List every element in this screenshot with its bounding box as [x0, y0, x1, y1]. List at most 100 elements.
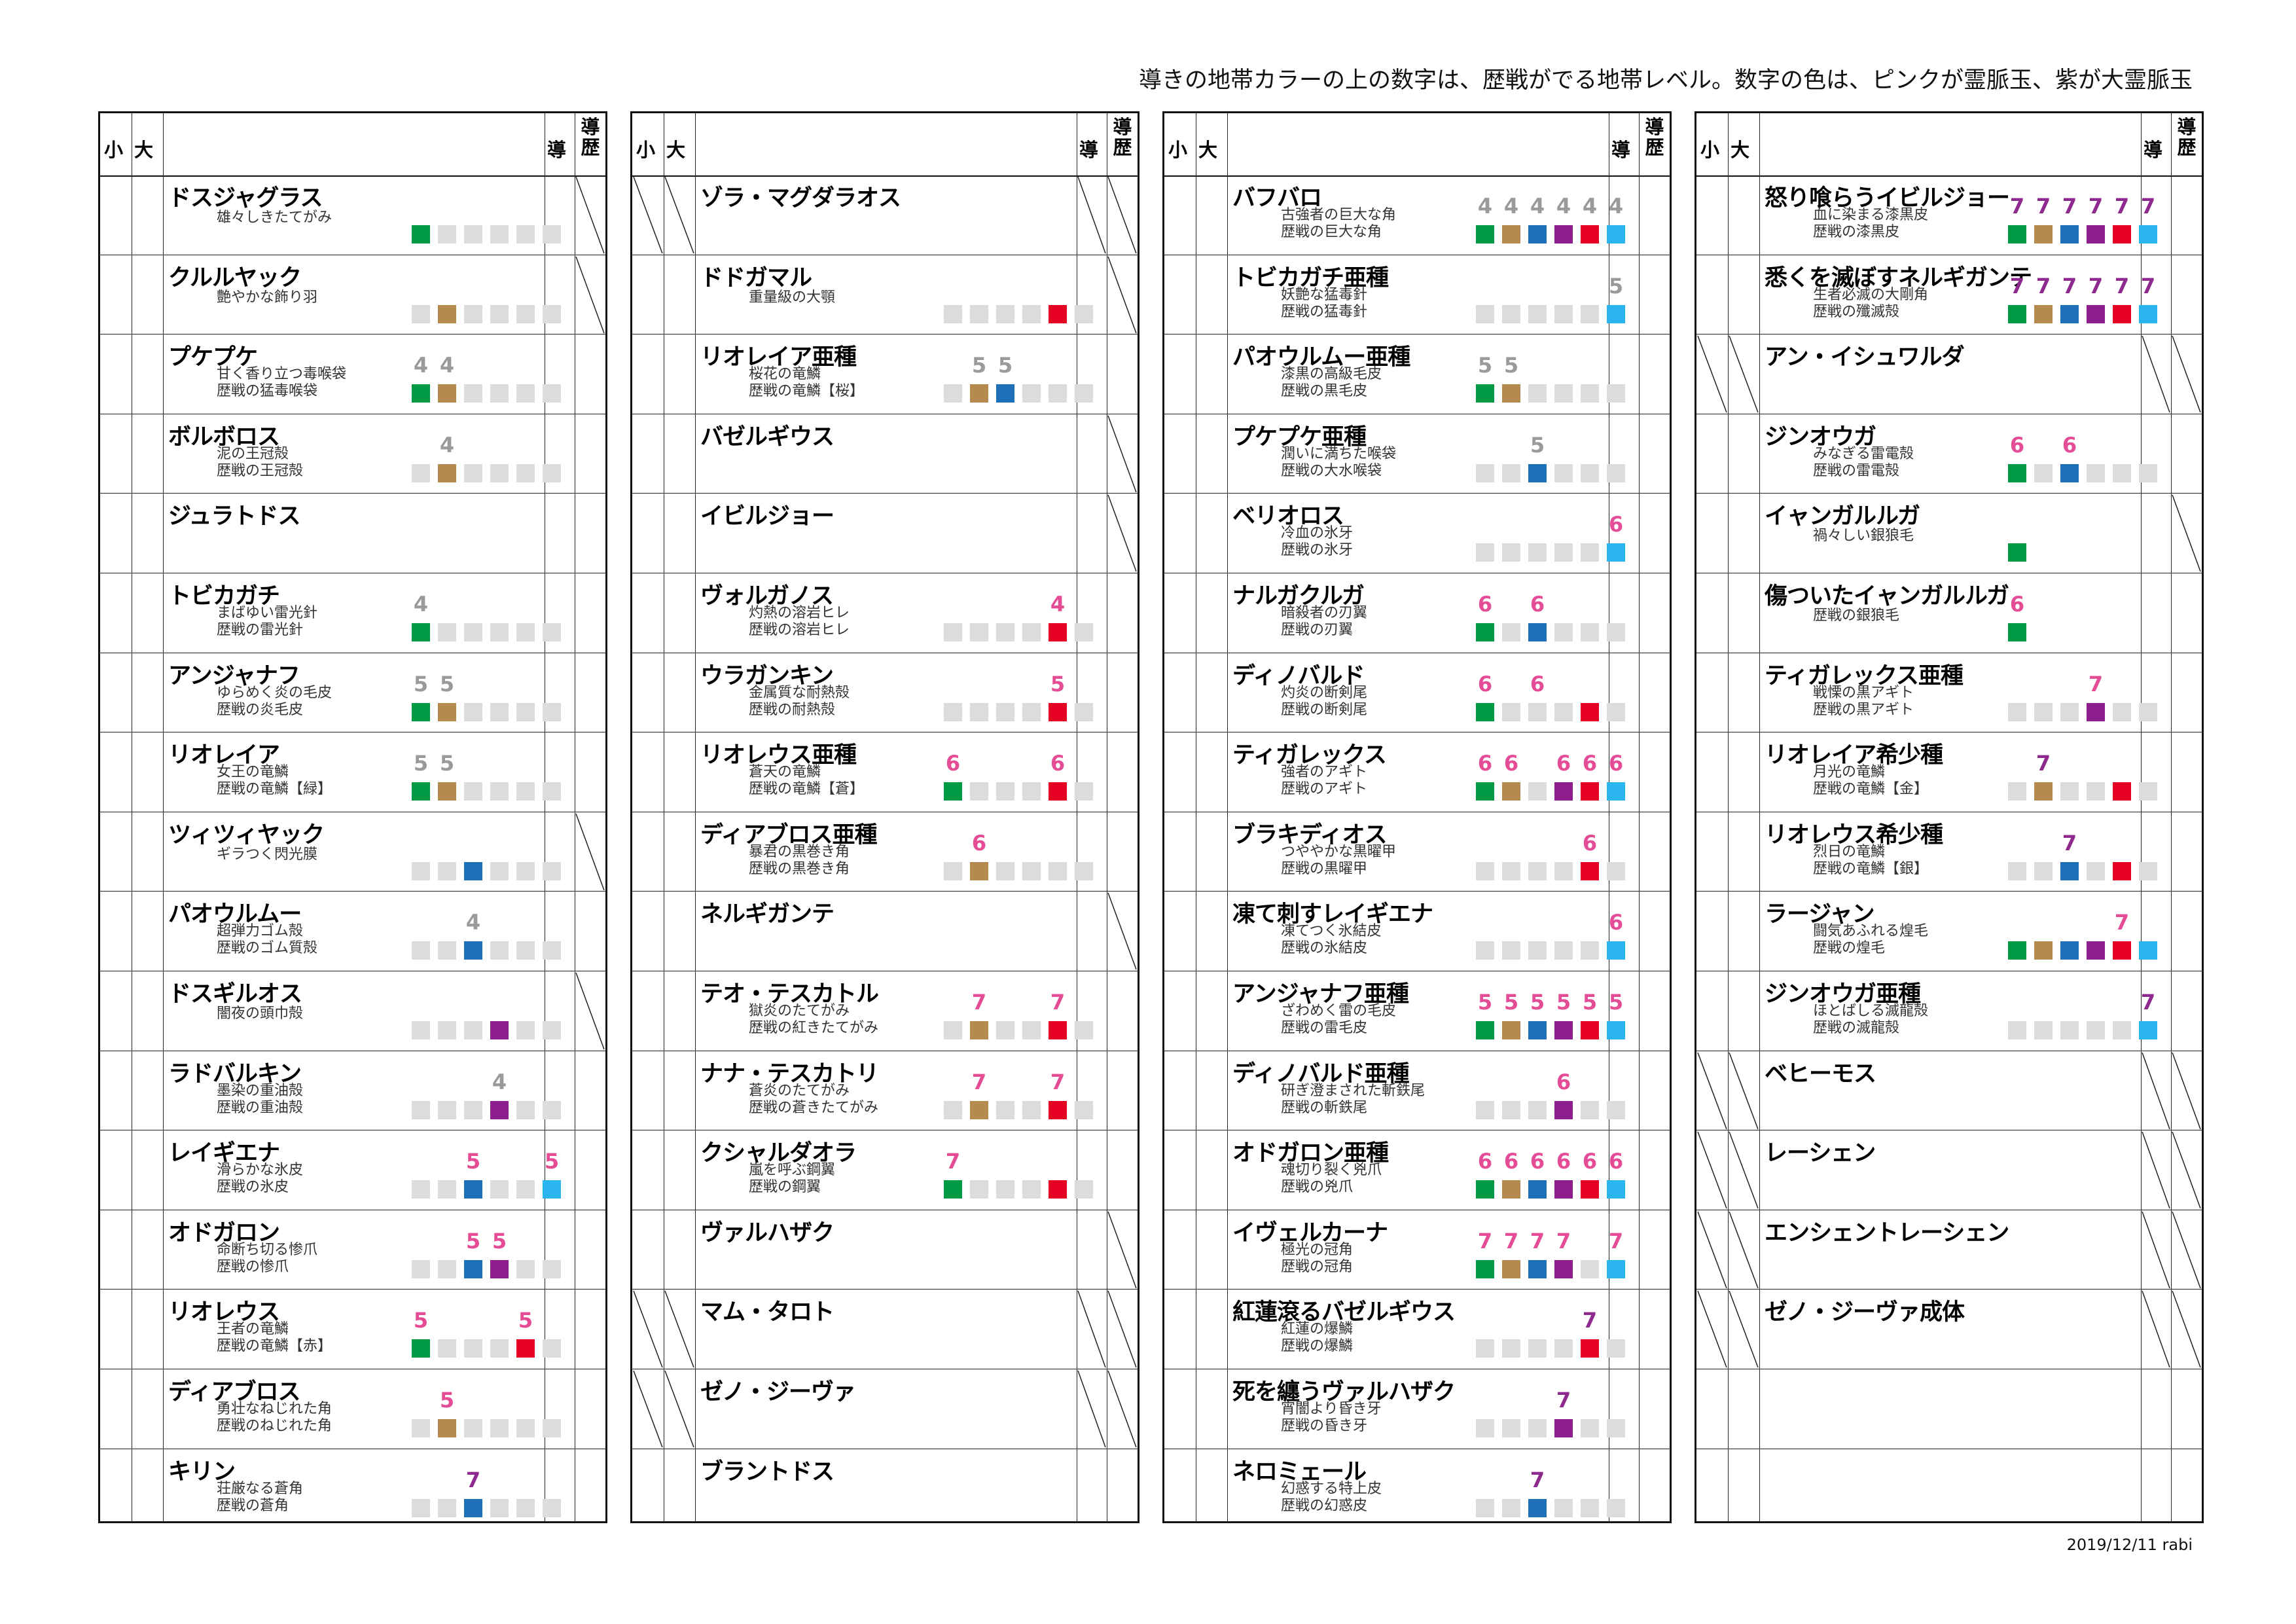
check-guide[interactable]: [545, 1210, 575, 1290]
check-large[interactable]: [664, 334, 695, 414]
check-guide[interactable]: [545, 573, 575, 653]
check-small[interactable]: [100, 1130, 132, 1210]
check-large[interactable]: [1196, 175, 1227, 255]
check-large[interactable]: [1728, 175, 1759, 255]
check-large[interactable]: [664, 1051, 695, 1130]
check-large[interactable]: [132, 573, 163, 653]
check-large[interactable]: [1196, 1130, 1227, 1210]
check-guide[interactable]: [1077, 334, 1107, 414]
check-large[interactable]: [1728, 255, 1759, 334]
check-large[interactable]: [1196, 1051, 1227, 1130]
check-guide-tempered[interactable]: [575, 573, 605, 653]
check-large[interactable]: [664, 653, 695, 732]
check-guide[interactable]: [1609, 1130, 1639, 1210]
check-large[interactable]: [1728, 1369, 1759, 1449]
check-guide[interactable]: [1077, 653, 1107, 732]
check-small[interactable]: [1696, 1369, 1728, 1449]
check-guide-tempered[interactable]: [575, 1130, 605, 1210]
check-guide-tempered[interactable]: [1639, 892, 1670, 971]
check-large[interactable]: [132, 334, 163, 414]
check-small[interactable]: [1164, 255, 1196, 334]
check-guide-tempered[interactable]: [1639, 971, 1670, 1051]
check-guide[interactable]: [2141, 971, 2171, 1051]
check-small[interactable]: [632, 573, 664, 653]
check-large[interactable]: [132, 1369, 163, 1449]
check-large[interactable]: [1196, 1369, 1227, 1449]
check-small[interactable]: [632, 334, 664, 414]
check-small[interactable]: [1164, 653, 1196, 732]
check-guide-tempered[interactable]: [1107, 732, 1138, 812]
check-small[interactable]: [1164, 334, 1196, 414]
check-large[interactable]: [132, 494, 163, 573]
check-large[interactable]: [1196, 255, 1227, 334]
check-large[interactable]: [1196, 812, 1227, 892]
check-guide-tempered[interactable]: [1107, 653, 1138, 732]
check-guide-tempered[interactable]: [2171, 812, 2202, 892]
check-guide-tempered[interactable]: [1639, 732, 1670, 812]
check-guide[interactable]: [2141, 573, 2171, 653]
check-small[interactable]: [632, 812, 664, 892]
check-large[interactable]: [132, 414, 163, 494]
check-guide[interactable]: [1077, 971, 1107, 1051]
check-large[interactable]: [1196, 494, 1227, 573]
check-large[interactable]: [1728, 892, 1759, 971]
check-guide[interactable]: [545, 1369, 575, 1449]
check-guide-tempered[interactable]: [2171, 414, 2202, 494]
check-small[interactable]: [100, 1051, 132, 1130]
check-small[interactable]: [632, 971, 664, 1051]
check-large[interactable]: [132, 1051, 163, 1130]
check-guide-tempered[interactable]: [1639, 255, 1670, 334]
check-guide[interactable]: [2141, 892, 2171, 971]
check-guide[interactable]: [1609, 494, 1639, 573]
check-small[interactable]: [100, 1369, 132, 1449]
check-small[interactable]: [632, 653, 664, 732]
check-large[interactable]: [1728, 812, 1759, 892]
check-guide[interactable]: [545, 892, 575, 971]
check-guide-tempered[interactable]: [1639, 1051, 1670, 1130]
check-guide[interactable]: [1609, 732, 1639, 812]
check-guide-tempered[interactable]: [1639, 175, 1670, 255]
check-large[interactable]: [132, 892, 163, 971]
check-large[interactable]: [664, 971, 695, 1051]
check-guide-tempered[interactable]: [2171, 732, 2202, 812]
check-guide[interactable]: [1077, 1130, 1107, 1210]
check-guide-tempered[interactable]: [1639, 334, 1670, 414]
check-guide-tempered[interactable]: [1107, 573, 1138, 653]
check-guide[interactable]: [545, 1130, 575, 1210]
check-small[interactable]: [1164, 732, 1196, 812]
check-small[interactable]: [1696, 653, 1728, 732]
check-guide-tempered[interactable]: [2171, 653, 2202, 732]
check-small[interactable]: [1164, 1449, 1196, 1529]
check-guide-tempered[interactable]: [575, 334, 605, 414]
check-large[interactable]: [1196, 1210, 1227, 1290]
check-guide-tempered[interactable]: [1639, 653, 1670, 732]
check-guide-tempered[interactable]: [1107, 1130, 1138, 1210]
check-large[interactable]: [132, 1210, 163, 1290]
check-guide-tempered[interactable]: [575, 1210, 605, 1290]
check-small[interactable]: [1164, 1290, 1196, 1369]
check-guide[interactable]: [1077, 732, 1107, 812]
check-small[interactable]: [100, 653, 132, 732]
check-guide[interactable]: [2141, 812, 2171, 892]
check-small[interactable]: [100, 1449, 132, 1529]
check-small[interactable]: [1696, 175, 1728, 255]
check-small[interactable]: [1696, 573, 1728, 653]
check-guide[interactable]: [2141, 255, 2171, 334]
check-guide[interactable]: [1609, 1210, 1639, 1290]
check-guide-tempered[interactable]: [575, 1449, 605, 1529]
check-small[interactable]: [1696, 414, 1728, 494]
check-small[interactable]: [632, 1051, 664, 1130]
check-guide[interactable]: [545, 1051, 575, 1130]
check-guide[interactable]: [1609, 414, 1639, 494]
check-large[interactable]: [1196, 334, 1227, 414]
check-large[interactable]: [664, 1449, 695, 1529]
check-guide-tempered[interactable]: [575, 653, 605, 732]
check-guide-tempered[interactable]: [2171, 573, 2202, 653]
check-guide-tempered[interactable]: [2171, 971, 2202, 1051]
check-large[interactable]: [1196, 732, 1227, 812]
check-large[interactable]: [1728, 573, 1759, 653]
check-guide-tempered[interactable]: [2171, 175, 2202, 255]
check-guide[interactable]: [1077, 573, 1107, 653]
check-small[interactable]: [100, 892, 132, 971]
check-small[interactable]: [632, 1130, 664, 1210]
